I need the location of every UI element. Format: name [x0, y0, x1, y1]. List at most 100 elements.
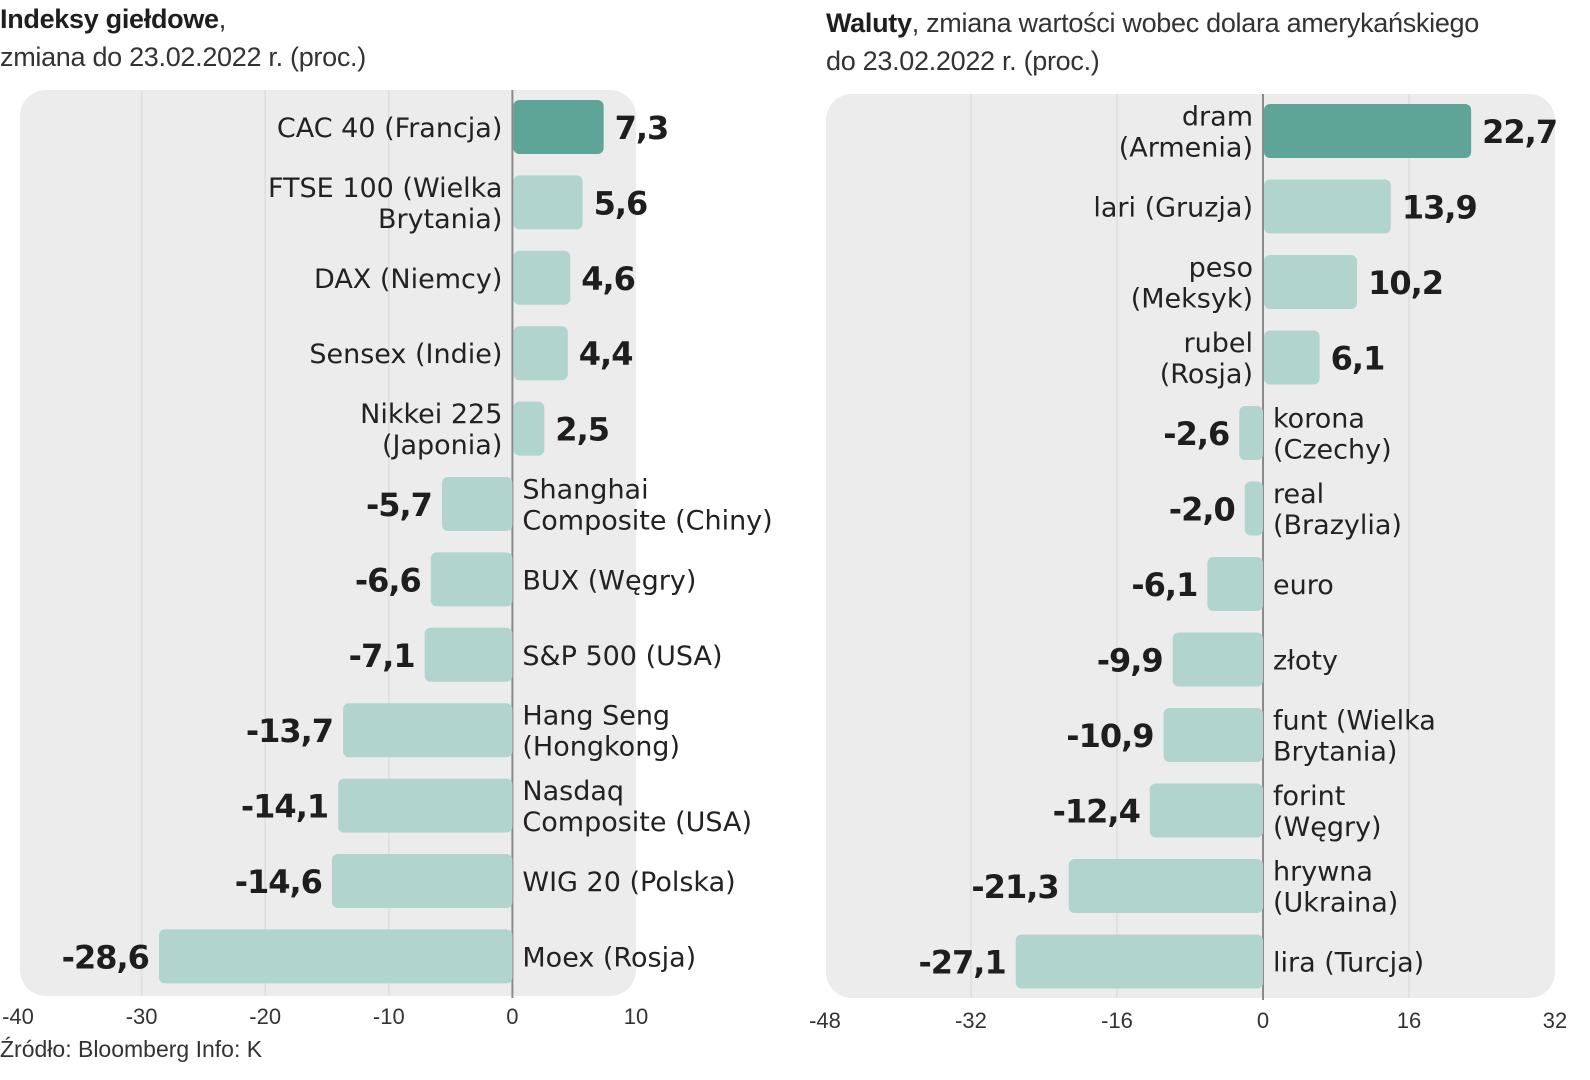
right-category-label: lari (Gruzja)	[1093, 193, 1253, 224]
right-bar	[1015, 934, 1263, 989]
right-category-label-line: Brytania)	[1273, 737, 1397, 768]
left-category-label: DAX (Niemcy)	[314, 264, 502, 295]
right-chart-subtitle: do 23.02.2022 r. (proc.)	[826, 46, 1100, 76]
left-value-label: -14,1	[241, 788, 328, 826]
right-category-label-line: (Czechy)	[1273, 435, 1392, 466]
left-category-label: Hang Seng (Hongkong)	[522, 701, 680, 763]
left-bar	[343, 703, 513, 758]
left-category-label-line: BUX (Węgry)	[522, 565, 696, 596]
right-value-label: 22,7	[1482, 113, 1557, 151]
left-category-label: Sensex (Indie)	[309, 339, 502, 370]
left-bar	[424, 627, 513, 682]
right-value-label: -21,3	[971, 868, 1058, 906]
left-category-label-line: Brytania)	[378, 204, 502, 235]
left-category-label-line: CAC 40 (Francja)	[277, 113, 503, 144]
left-category-label: Shanghai Composite (Chiny)	[522, 475, 772, 537]
left-chart-title-bold: Indeksy giełdowe	[0, 4, 219, 34]
left-bar	[430, 552, 513, 607]
right-bar	[1264, 330, 1320, 385]
left-category-label-line: DAX (Niemcy)	[314, 264, 502, 295]
right-category-label-line: funt (Wielka	[1273, 706, 1436, 737]
left-category-label-line: Moex (Rosja)	[522, 942, 696, 973]
left-chart-subtitle: zmiana do 23.02.2022 r. (proc.)	[0, 42, 366, 72]
right-category-label-line: (Rosja)	[1160, 359, 1253, 390]
left-bar	[513, 250, 571, 305]
right-bar	[1264, 255, 1358, 309]
left-value-label: 4,4	[579, 335, 633, 373]
left-value-label: 7,3	[615, 109, 669, 147]
left-x-tick-label: 0	[506, 1004, 518, 1029]
right-value-label: -9,9	[1097, 642, 1163, 680]
right-category-label-line: peso	[1189, 253, 1253, 284]
left-x-tick-label: -40	[2, 1004, 34, 1029]
right-category-label-line: rubel	[1184, 328, 1253, 359]
right-category-label-line: lari (Gruzja)	[1093, 193, 1253, 224]
left-category-label-line: FTSE 100 (Wielka	[268, 173, 502, 204]
right-category-label-line: (Węgry)	[1273, 812, 1382, 843]
left-value-label: -7,1	[349, 637, 415, 675]
right-category-label-line: dram	[1182, 102, 1253, 133]
left-value-label: 2,5	[555, 411, 609, 449]
left-category-label-line: Nasdaq	[522, 776, 624, 807]
right-value-label: -10,9	[1066, 717, 1153, 755]
left-value-label: -13,7	[246, 712, 333, 750]
left-category-label-line: Shanghai	[522, 475, 648, 506]
right-value-label: -6,1	[1131, 566, 1197, 604]
right-x-tick-label: 0	[1257, 1008, 1269, 1033]
left-category-label-line: Nikkei 225	[360, 399, 502, 430]
right-category-label-line: (Armenia)	[1119, 133, 1253, 164]
right-value-label: 13,9	[1402, 189, 1477, 227]
right-category-label-line: (Brazylia)	[1273, 510, 1402, 541]
left-category-label: Nikkei 225 (Japonia)	[360, 399, 502, 461]
right-category-label-line: hrywna	[1273, 857, 1373, 888]
right-value-label: 6,1	[1331, 340, 1385, 378]
right-category-label: korona (Czechy)	[1273, 404, 1392, 466]
left-bar	[513, 326, 568, 381]
right-x-tick-label: -32	[955, 1008, 987, 1033]
left-category-label-line: Composite (USA)	[522, 807, 752, 838]
right-chart-title-rest: , zmiana wartości wobec dolara amerykańs…	[911, 8, 1480, 38]
right-bar	[1239, 406, 1263, 460]
left-bar	[158, 929, 513, 984]
right-bar	[1149, 783, 1263, 838]
left-value-label: -6,6	[355, 561, 421, 599]
right-category-label-line: forint	[1273, 781, 1345, 812]
left-category-label-line: S&P 500 (USA)	[522, 641, 722, 672]
left-value-label: 4,6	[581, 260, 635, 298]
right-x-tick-label: 32	[1543, 1008, 1567, 1033]
left-category-label-line: Sensex (Indie)	[309, 339, 502, 370]
left-category-label-line: (Hongkong)	[522, 732, 680, 763]
left-category-label: BUX (Węgry)	[522, 565, 696, 596]
right-value-label: 10,2	[1368, 264, 1443, 302]
left-category-label-line: Composite (Chiny)	[522, 506, 772, 537]
right-bar	[1068, 859, 1263, 913]
right-chart-title: Waluty, zmiana wartości wobec dolara ame…	[826, 4, 1479, 80]
right-bar	[1172, 632, 1263, 687]
left-x-tick-label: -30	[126, 1004, 158, 1029]
left-chart-title: Indeksy giełdowe, zmiana do 23.02.2022 r…	[0, 0, 366, 76]
right-category-label: dram (Armenia)	[1119, 102, 1253, 164]
left-category-label: Nasdaq Composite (USA)	[522, 776, 752, 838]
left-category-label: FTSE 100 (Wielka Brytania)	[268, 173, 502, 235]
left-bar	[338, 778, 513, 833]
source-note: Źródło: Bloomberg Info: K	[0, 1036, 263, 1062]
left-category-label: WIG 20 (Polska)	[522, 867, 735, 898]
right-category-label-line: złoty	[1273, 646, 1338, 677]
right-bar	[1264, 104, 1472, 158]
right-category-label-line: (Ukraina)	[1273, 888, 1398, 919]
right-category-label-line: lira (Turcja)	[1273, 948, 1424, 979]
right-category-label: hrywna (Ukraina)	[1273, 857, 1398, 919]
left-bar	[513, 175, 583, 230]
left-x-tick-label: -20	[249, 1004, 281, 1029]
left-category-label: Moex (Rosja)	[522, 942, 696, 973]
left-category-label-line: (Japonia)	[382, 430, 502, 461]
right-category-label: rubel (Rosja)	[1160, 328, 1253, 390]
left-value-label: -5,7	[366, 486, 432, 524]
left-bar	[513, 401, 545, 456]
right-value-label: -2,6	[1163, 415, 1229, 453]
right-category-label: euro	[1273, 570, 1334, 601]
right-category-label-line: real	[1273, 479, 1324, 510]
left-x-tick-label: 10	[624, 1004, 648, 1029]
left-chart-panel	[20, 90, 636, 996]
